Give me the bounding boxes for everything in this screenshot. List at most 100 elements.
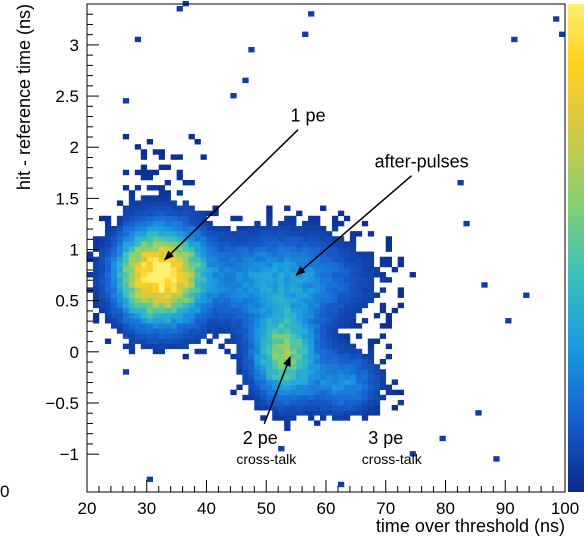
heatmap-cell bbox=[104, 277, 112, 283]
heatmap-cell bbox=[391, 389, 398, 396]
heatmap-cell bbox=[254, 405, 261, 411]
heatmap-cell bbox=[296, 287, 303, 293]
heatmap-cell bbox=[206, 231, 213, 237]
heatmap-cell bbox=[200, 318, 207, 324]
heatmap-cell bbox=[337, 343, 345, 350]
heatmap-cell bbox=[367, 359, 375, 365]
heatmap-cell bbox=[361, 261, 369, 268]
heatmap-cell bbox=[134, 169, 142, 176]
heatmap-cell bbox=[278, 348, 285, 355]
heatmap-cell bbox=[355, 364, 363, 370]
heatmap-cell bbox=[122, 185, 130, 191]
heatmap-cell bbox=[379, 379, 387, 385]
heatmap-cell bbox=[146, 302, 154, 309]
heatmap-cell bbox=[110, 307, 118, 314]
heatmap-cell bbox=[200, 231, 207, 237]
heatmap-cell bbox=[361, 394, 369, 401]
heatmap-cell bbox=[284, 348, 291, 355]
heatmap-cell bbox=[314, 266, 321, 273]
heatmap-cell bbox=[158, 272, 165, 278]
heatmap-cell bbox=[314, 318, 321, 324]
heatmap-cell bbox=[170, 246, 177, 252]
heatmap-cell bbox=[379, 374, 387, 380]
heatmap-cell bbox=[116, 312, 124, 319]
heatmap-cell bbox=[254, 226, 261, 232]
heatmap-cell bbox=[254, 256, 261, 263]
heatmap-cell bbox=[122, 287, 130, 293]
heatmap-cell bbox=[302, 353, 309, 360]
heatmap-cell bbox=[236, 369, 243, 375]
heatmap-cell bbox=[248, 384, 255, 390]
heatmap-cell bbox=[152, 272, 159, 278]
heatmap-cell bbox=[308, 292, 315, 298]
heatmap-cell bbox=[278, 256, 285, 263]
heatmap-cell bbox=[212, 277, 219, 283]
heatmap-cell bbox=[152, 256, 159, 263]
heatmap-cell bbox=[212, 302, 219, 309]
heatmap-cell bbox=[194, 226, 201, 232]
heatmap-cell bbox=[230, 297, 237, 304]
heatmap-cell bbox=[158, 348, 165, 355]
heatmap-cell bbox=[314, 420, 321, 426]
heatmap-cell bbox=[134, 36, 142, 43]
heatmap-cell bbox=[134, 226, 142, 232]
heatmap-cell bbox=[266, 389, 273, 396]
heatmap-cell bbox=[230, 318, 237, 324]
heatmap-cell bbox=[337, 353, 345, 360]
heatmap-cell bbox=[248, 312, 255, 319]
heatmap-cell bbox=[314, 364, 321, 370]
heatmap-cell bbox=[218, 251, 225, 257]
heatmap-cell bbox=[290, 415, 297, 421]
heatmap-cell bbox=[349, 236, 357, 242]
heatmap-cell bbox=[152, 297, 159, 304]
heatmap-cell bbox=[314, 256, 321, 263]
heatmap-cell bbox=[134, 185, 142, 191]
heatmap-cell bbox=[320, 251, 327, 257]
heatmap-cell bbox=[110, 323, 118, 329]
heatmap-cell bbox=[290, 364, 297, 370]
heatmap-cell bbox=[272, 374, 279, 380]
heatmap-cell bbox=[242, 272, 249, 278]
heatmap-cell bbox=[104, 302, 112, 309]
heatmap-cell bbox=[236, 333, 243, 339]
heatmap-cell bbox=[290, 343, 297, 350]
heatmap-cell bbox=[278, 384, 285, 390]
heatmap-cell bbox=[302, 364, 309, 370]
heatmap-cell bbox=[266, 399, 273, 406]
y-tick-label: 1.5 bbox=[55, 189, 79, 208]
heatmap-cell bbox=[164, 179, 171, 186]
heatmap-cell bbox=[176, 6, 183, 12]
heatmap-cell bbox=[158, 292, 165, 298]
heatmap-cell bbox=[272, 333, 279, 339]
heatmap-cell bbox=[343, 318, 351, 324]
heatmap-cell bbox=[152, 266, 159, 273]
heatmap-cell bbox=[278, 394, 285, 401]
heatmap-cell bbox=[326, 231, 333, 237]
heatmap-cell bbox=[248, 266, 255, 273]
heatmap-cell bbox=[320, 307, 327, 314]
heatmap-cell bbox=[104, 226, 112, 232]
heatmap-cell bbox=[122, 343, 130, 350]
heatmap-cell bbox=[343, 389, 351, 396]
heatmap-cell bbox=[164, 328, 171, 334]
heatmap-cell bbox=[308, 226, 315, 232]
heatmap-cell bbox=[284, 333, 291, 339]
heatmap-cell bbox=[128, 220, 136, 227]
heatmap-cell bbox=[152, 282, 159, 288]
heatmap-cell bbox=[152, 287, 159, 293]
heatmap-cell bbox=[373, 292, 381, 298]
heatmap-cell bbox=[278, 261, 285, 268]
heatmap-cell bbox=[349, 231, 357, 237]
y-axis-title: hit - reference time (ns) bbox=[14, 4, 34, 190]
heatmap-cell bbox=[320, 292, 327, 298]
annotation-label: after-pulses bbox=[375, 152, 469, 172]
heatmap-cell bbox=[314, 369, 321, 375]
heatmap-cell bbox=[296, 236, 303, 242]
heatmap-cell bbox=[134, 251, 142, 257]
heatmap-cell bbox=[260, 338, 267, 344]
heatmap-cell bbox=[260, 364, 267, 370]
heatmap-cell bbox=[182, 226, 189, 232]
heatmap-cell bbox=[314, 251, 321, 257]
heatmap-cell bbox=[337, 297, 345, 304]
